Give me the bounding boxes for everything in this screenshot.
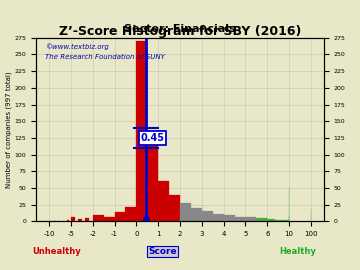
Bar xyxy=(78,219,82,221)
Bar xyxy=(256,218,267,221)
Text: Score: Score xyxy=(148,247,177,256)
Bar xyxy=(281,220,284,221)
Y-axis label: Number of companies (997 total): Number of companies (997 total) xyxy=(5,71,12,188)
Bar xyxy=(180,203,191,221)
Bar xyxy=(147,135,158,221)
Bar xyxy=(93,215,104,221)
Bar xyxy=(213,214,224,221)
Bar xyxy=(114,212,125,221)
Title: Z’-Score Histogram for SBY (2016): Z’-Score Histogram for SBY (2016) xyxy=(59,25,301,38)
Bar xyxy=(286,220,289,221)
Bar xyxy=(158,181,169,221)
Bar xyxy=(284,220,286,221)
Bar xyxy=(273,220,275,221)
Bar xyxy=(85,218,89,221)
Bar xyxy=(246,217,256,221)
Text: Healthy: Healthy xyxy=(280,247,316,256)
Text: Sector: Financials: Sector: Financials xyxy=(124,24,236,34)
Bar xyxy=(275,220,278,221)
Bar xyxy=(125,207,136,221)
Bar xyxy=(67,220,69,221)
Bar xyxy=(202,211,213,221)
Text: The Research Foundation of SUNY: The Research Foundation of SUNY xyxy=(45,54,165,60)
Bar xyxy=(191,208,202,221)
Bar xyxy=(235,217,246,221)
Bar xyxy=(278,220,281,221)
Bar xyxy=(169,195,180,221)
Text: 0.45: 0.45 xyxy=(140,133,164,143)
Bar xyxy=(270,220,273,221)
Bar xyxy=(267,219,270,221)
Bar xyxy=(136,41,147,221)
Text: ©www.textbiz.org: ©www.textbiz.org xyxy=(45,43,108,50)
Text: Unhealthy: Unhealthy xyxy=(32,247,81,256)
Bar xyxy=(224,215,235,221)
Bar xyxy=(104,217,114,221)
Bar xyxy=(71,217,75,221)
